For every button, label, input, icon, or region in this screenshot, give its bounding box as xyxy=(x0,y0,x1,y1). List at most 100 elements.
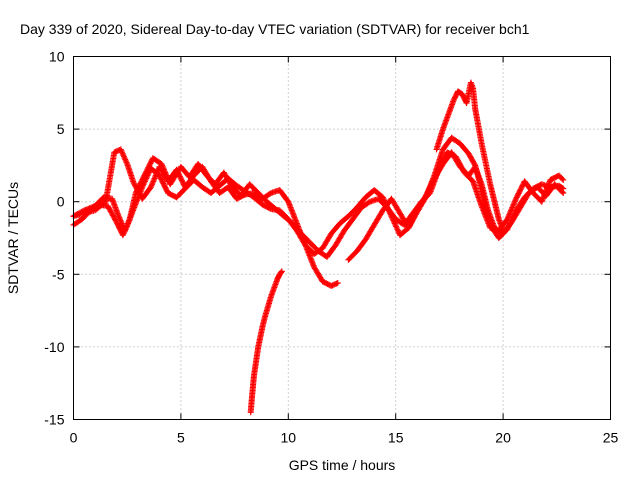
data-point xyxy=(142,169,149,176)
data-point xyxy=(266,190,273,197)
y-tick-labels: 10 5 0 -5 -10 -15 xyxy=(44,49,64,428)
data-point xyxy=(174,168,181,175)
data-point xyxy=(424,190,431,197)
data-point xyxy=(409,216,416,223)
chart-title: Day 339 of 2020, Sidereal Day-to-day VTE… xyxy=(20,21,530,37)
data-point xyxy=(412,210,419,217)
data-point xyxy=(429,179,436,186)
data-points xyxy=(70,79,567,416)
data-point xyxy=(559,175,566,182)
data-point xyxy=(428,182,435,189)
data-point xyxy=(174,169,181,176)
data-point xyxy=(426,184,433,191)
data-point xyxy=(512,195,519,202)
y-axis-label: SDTVAR / TECUs xyxy=(5,182,21,294)
data-point xyxy=(365,199,372,206)
data-point xyxy=(517,186,524,193)
data-point xyxy=(116,224,123,231)
data-point xyxy=(423,191,430,198)
data-point xyxy=(426,186,433,193)
data-point xyxy=(163,187,170,194)
data-point xyxy=(147,160,154,167)
data-point xyxy=(137,180,144,187)
data-point xyxy=(424,188,431,195)
data-point xyxy=(516,189,523,196)
data-point xyxy=(158,176,165,183)
data-point xyxy=(408,218,415,225)
data-point xyxy=(410,215,417,222)
data-point xyxy=(144,165,151,172)
data-point xyxy=(515,190,522,197)
y-tick-label: 0 xyxy=(57,194,65,210)
data-point xyxy=(114,220,121,227)
data-point xyxy=(144,167,151,174)
data-point xyxy=(410,214,417,221)
axis-ticks xyxy=(73,56,611,420)
grid-lines xyxy=(73,56,611,420)
data-point xyxy=(113,219,120,226)
data-point xyxy=(117,226,124,233)
data-point xyxy=(514,191,521,198)
data-point xyxy=(142,171,149,178)
data-point xyxy=(177,174,184,181)
series-track-4 xyxy=(345,149,567,263)
data-point xyxy=(408,219,415,226)
data-point xyxy=(139,176,146,183)
data-point xyxy=(146,161,153,168)
x-tick-label: 0 xyxy=(70,430,78,446)
plot-frame xyxy=(73,56,611,420)
data-point xyxy=(173,166,180,173)
data-point xyxy=(241,192,248,199)
data-point xyxy=(514,193,521,200)
data-point xyxy=(559,188,566,195)
data-point xyxy=(160,180,167,187)
data-point xyxy=(560,176,567,183)
data-point xyxy=(513,194,520,201)
y-tick-label: 10 xyxy=(49,49,65,65)
data-point xyxy=(500,227,507,234)
data-point xyxy=(411,212,418,219)
series-track-5 xyxy=(433,79,507,234)
data-point xyxy=(115,222,122,229)
y-tick-label: -5 xyxy=(52,266,65,282)
data-point xyxy=(138,179,145,186)
data-point xyxy=(427,183,434,190)
data-point xyxy=(278,269,285,276)
data-point xyxy=(430,178,437,185)
data-point xyxy=(175,170,182,177)
data-point xyxy=(407,220,414,227)
data-point xyxy=(178,177,185,184)
data-point xyxy=(278,268,285,275)
data-point xyxy=(163,185,170,192)
series-track-6 xyxy=(247,268,285,416)
x-tick-label: 5 xyxy=(177,430,185,446)
x-tick-labels: 0 5 10 15 20 25 xyxy=(70,430,619,446)
data-point xyxy=(176,173,183,180)
data-point xyxy=(518,185,525,192)
data-point xyxy=(518,183,525,190)
x-tick-label: 10 xyxy=(281,430,297,446)
data-point xyxy=(425,187,432,194)
data-point xyxy=(405,224,412,231)
data-point xyxy=(406,222,413,229)
data-point xyxy=(179,178,186,185)
data-point xyxy=(116,225,123,232)
data-point xyxy=(428,180,435,187)
data-point xyxy=(112,217,119,224)
data-point xyxy=(146,163,153,170)
x-tick-label: 20 xyxy=(495,430,511,446)
data-point xyxy=(141,172,148,179)
x-tick-label: 25 xyxy=(603,430,619,446)
y-tick-label: -10 xyxy=(44,339,64,355)
data-point xyxy=(406,223,413,230)
data-point xyxy=(159,177,166,184)
data-point xyxy=(161,183,168,190)
data-point xyxy=(147,159,154,166)
y-tick-label: -15 xyxy=(44,412,64,428)
x-tick-label: 15 xyxy=(388,430,404,446)
x-axis-label: GPS time / hours xyxy=(289,457,396,473)
data-point xyxy=(412,211,419,218)
data-point xyxy=(140,175,147,182)
data-point xyxy=(422,192,429,199)
